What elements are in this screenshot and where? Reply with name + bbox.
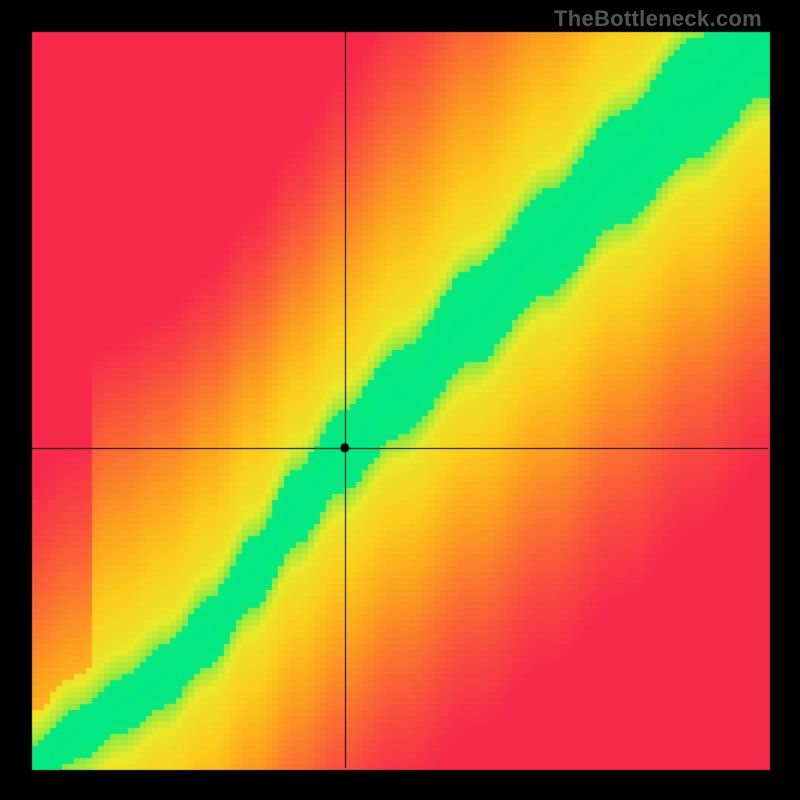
chart-container: TheBottleneck.com [0, 0, 800, 800]
watermark-label: TheBottleneck.com [554, 6, 762, 32]
bottleneck-heatmap [0, 0, 800, 800]
